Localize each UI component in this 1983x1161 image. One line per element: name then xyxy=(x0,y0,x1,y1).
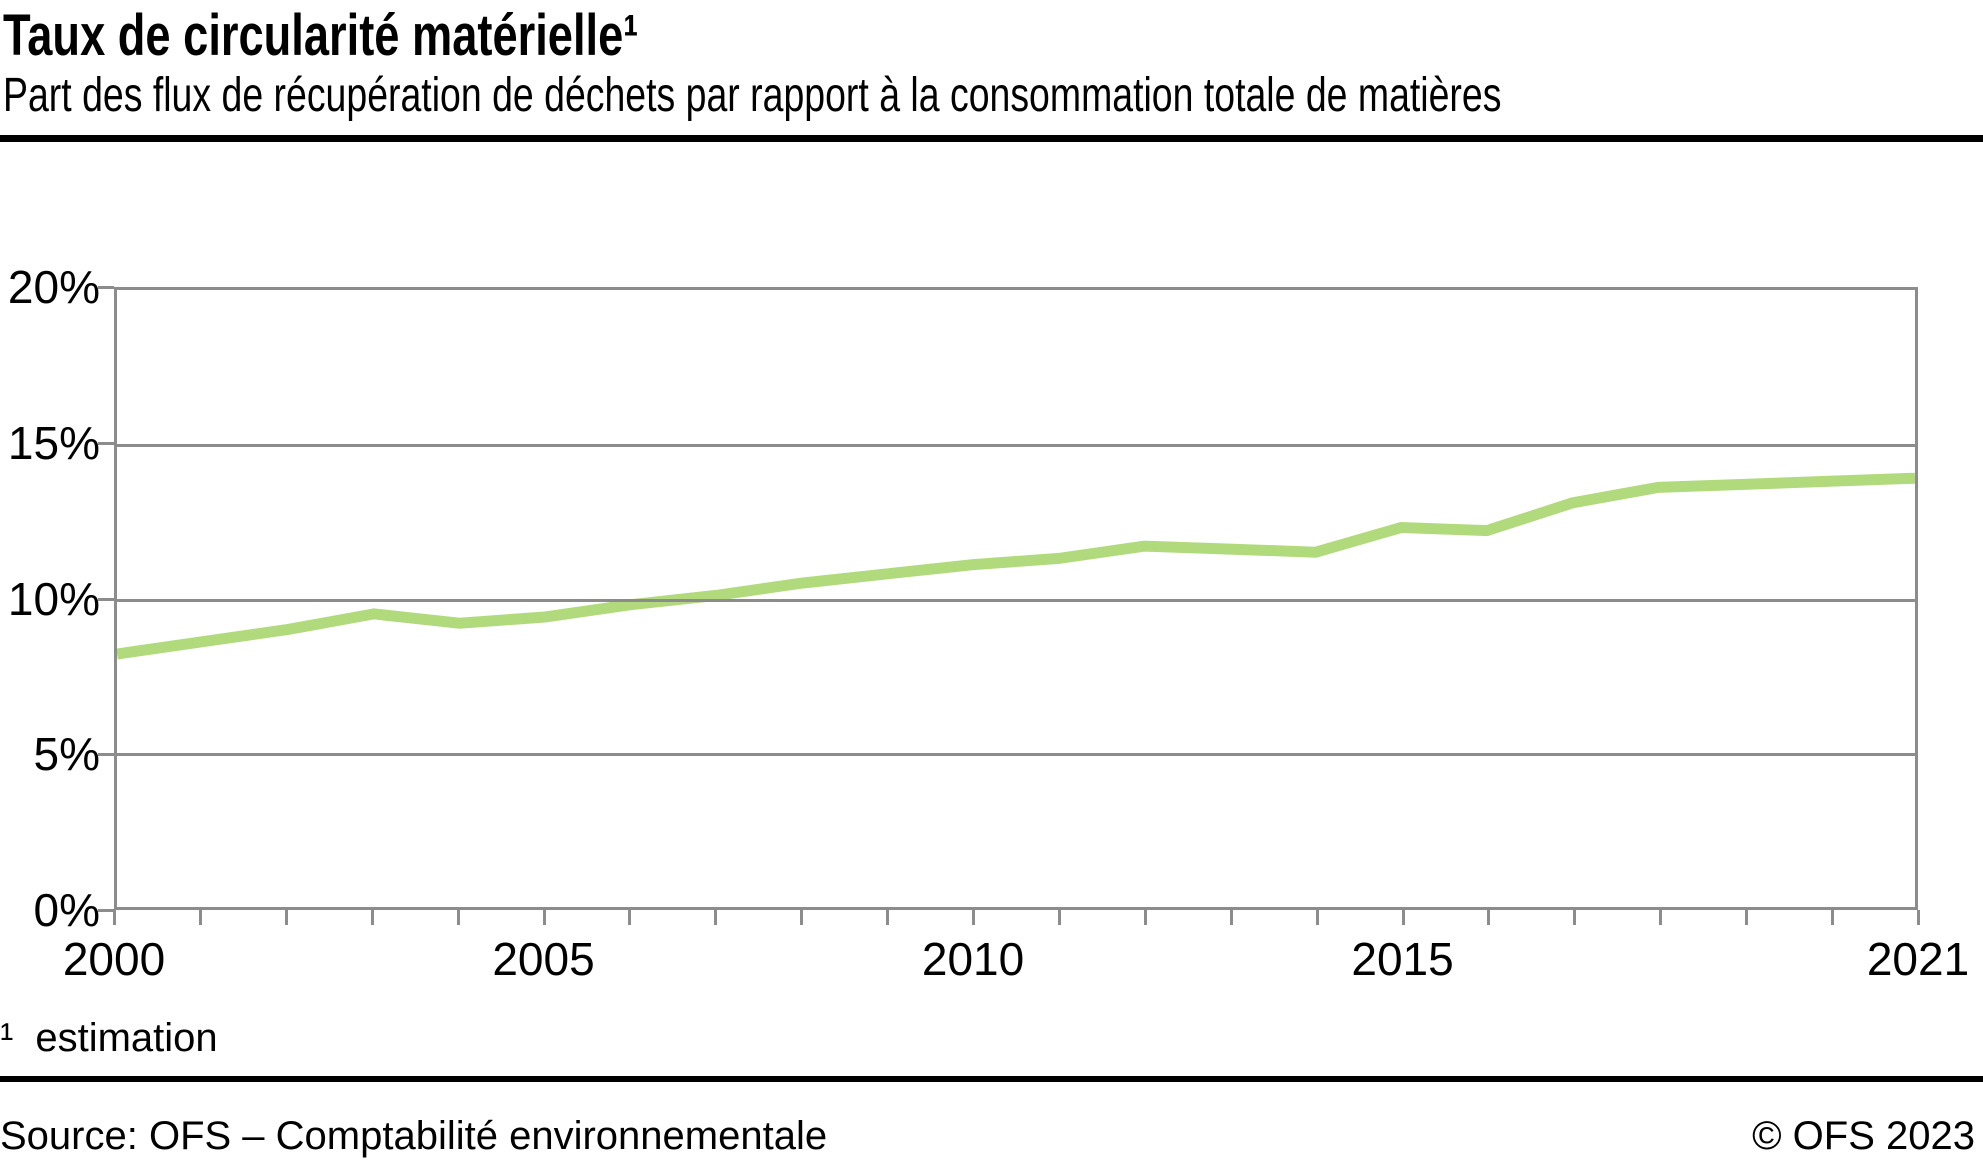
y-axis-tick xyxy=(98,753,114,757)
gridline-5 xyxy=(117,752,1915,756)
x-axis-tick-2019 xyxy=(1745,910,1749,925)
x-axis-tick-2017 xyxy=(1573,910,1577,925)
y-axis-label-10: 10% xyxy=(7,572,100,625)
x-axis-tick-2008 xyxy=(800,910,804,925)
page-subtitle: Part des flux de récupération de déchets… xyxy=(3,69,1502,122)
x-axis-tick-2000 xyxy=(113,910,116,925)
y-axis-tick xyxy=(98,441,114,445)
y-axis-tick xyxy=(98,597,114,601)
x-axis-label-2021: 2021 xyxy=(1866,933,1970,985)
x-axis-tick-2009 xyxy=(886,910,890,925)
x-axis-label-2005: 2005 xyxy=(492,933,595,985)
gridline-10 xyxy=(117,598,1915,602)
x-axis-tick-2021 xyxy=(1917,910,1920,925)
x-axis-tick-2004 xyxy=(456,910,460,925)
y-axis-label-15: 15% xyxy=(7,416,100,469)
line-chart: 0% 5% 10% 15% 20% 2000 2005 2010 2015 2021 xyxy=(7,261,1970,985)
x-axis-tick-2014 xyxy=(1315,910,1319,925)
y-axis-label-0: 0% xyxy=(33,884,100,936)
x-axis-tick-2003 xyxy=(370,910,374,925)
x-axis-tick-2011 xyxy=(1057,910,1061,925)
x-axis-tick-2012 xyxy=(1143,910,1147,925)
footer-source: Source: OFS – Comptabilité environnement… xyxy=(0,1114,828,1158)
footnote-marker: ¹ xyxy=(0,1016,14,1060)
x-axis-tick-2005 xyxy=(542,910,546,925)
x-axis-tick-2010 xyxy=(972,910,976,925)
x-axis-label-2015: 2015 xyxy=(1351,933,1454,985)
x-axis-tick-2007 xyxy=(714,910,718,925)
x-axis-tick-2006 xyxy=(628,910,632,925)
x-axis-tick-2013 xyxy=(1229,910,1233,925)
footer-copyright: © OFS 2023 xyxy=(1752,1114,1975,1158)
x-axis-tick-2015 xyxy=(1401,910,1405,925)
x-axis-tick-2002 xyxy=(284,910,288,925)
y-axis-label-20: 20% xyxy=(7,261,100,313)
x-axis-tick-2018 xyxy=(1659,910,1663,925)
x-axis-tick-2001 xyxy=(198,910,202,925)
y-axis-label-5: 5% xyxy=(33,728,100,781)
gridline-15 xyxy=(117,444,1915,448)
plot-area xyxy=(114,287,1918,910)
top-divider-rule xyxy=(0,135,1983,142)
footnote-text: estimation xyxy=(35,1016,218,1060)
page-title: Taux de circularité matérielle¹ xyxy=(3,3,639,68)
footnote: ¹ estimation xyxy=(0,1014,218,1062)
bottom-divider-rule xyxy=(0,1076,1983,1082)
y-axis-tick xyxy=(98,286,114,289)
x-axis-tick-2020 xyxy=(1831,910,1835,925)
y-axis-tick xyxy=(98,909,114,912)
x-axis-tick-2016 xyxy=(1487,910,1491,925)
data-line xyxy=(117,472,1915,660)
x-axis-label-2000: 2000 xyxy=(62,933,166,985)
x-axis-label-2010: 2010 xyxy=(921,933,1025,985)
